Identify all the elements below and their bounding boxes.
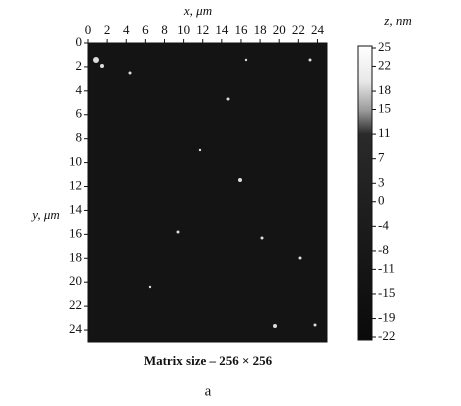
- y-tick-label: 2: [76, 58, 83, 73]
- colorbar: [357, 45, 373, 341]
- colorbar-tick-label: 25: [378, 39, 391, 54]
- y-axis-label: y, μm: [30, 207, 59, 222]
- colorbar-tick-label: -19: [378, 310, 395, 325]
- x-tick-label: 8: [161, 22, 168, 37]
- y-tick-label: 20: [69, 273, 82, 288]
- y-tick-label: 14: [69, 201, 83, 216]
- colorbar-tick-label: -8: [378, 242, 389, 257]
- colorbar-tick-label: -11: [378, 260, 395, 275]
- colorbar-tick-label: -4: [378, 217, 389, 232]
- x-tick-label: 2: [104, 22, 111, 37]
- colorbar-tick-label: 22: [378, 57, 391, 72]
- x-tick-label: 20: [273, 22, 286, 37]
- colorbar-tick-label: 3: [378, 174, 385, 189]
- x-tick-label: 14: [215, 22, 229, 37]
- y-tick-label: 12: [69, 178, 82, 193]
- y-tick-label: 18: [69, 249, 82, 264]
- panel-label: a: [205, 383, 212, 399]
- y-tick-label: 24: [69, 321, 83, 336]
- colorbar-tick-label: 15: [378, 100, 391, 115]
- colorbar-tick-label: 18: [378, 82, 391, 97]
- y-tick-label: 6: [76, 106, 83, 121]
- x-tick-label: 12: [196, 22, 209, 37]
- colorbar-tick-label: 0: [378, 193, 385, 208]
- x-tick-label: 22: [292, 22, 305, 37]
- y-tick-label: 10: [69, 154, 82, 169]
- colorbar-tick-label: 11: [378, 125, 391, 140]
- x-tick-label: 0: [85, 22, 92, 37]
- y-tick-label: 0: [76, 34, 83, 49]
- x-tick-label: 24: [311, 22, 325, 37]
- x-axis-label: x, μm: [183, 3, 212, 18]
- colorbar-tick-label: -22: [378, 328, 395, 343]
- x-tick-label: 4: [123, 22, 130, 37]
- caption: Matrix size – 256 × 256: [144, 353, 273, 368]
- afm-image: [87, 42, 328, 343]
- colorbar-tick-label: 7: [378, 150, 385, 165]
- y-tick-label: 8: [76, 130, 83, 145]
- x-tick-label: 10: [177, 22, 190, 37]
- x-tick-label: 16: [234, 22, 248, 37]
- image-area: [87, 42, 328, 343]
- speckles: [93, 57, 317, 328]
- colorbar-tick-label: -15: [378, 285, 395, 300]
- x-tick-label: 6: [142, 22, 149, 37]
- x-tick-label: 18: [254, 22, 267, 37]
- y-tick-label: 4: [76, 82, 83, 97]
- colorbar-label: z, nm: [383, 13, 411, 28]
- y-tick-label: 16: [69, 225, 83, 240]
- y-tick-label: 22: [69, 297, 82, 312]
